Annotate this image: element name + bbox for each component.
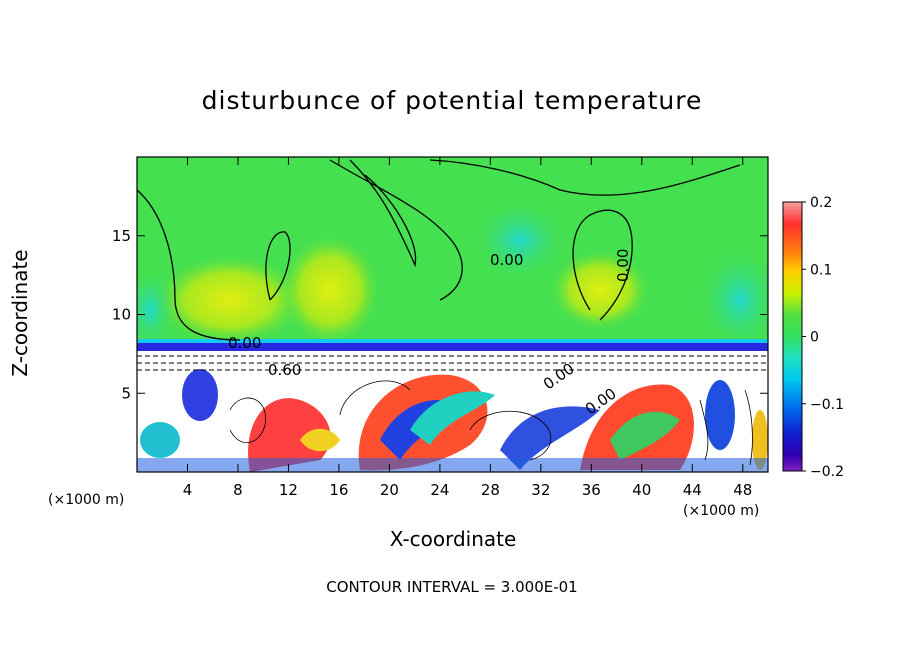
contour-interval-note: CONTOUR INTERVAL = 3.000E-01 xyxy=(326,578,578,596)
colorbar-label: −0.1 xyxy=(810,397,844,413)
colorbar-label: 0.2 xyxy=(810,195,832,211)
colorbar-label: −0.2 xyxy=(810,464,844,480)
y-tick-label: 10 xyxy=(112,306,131,324)
warm-blob xyxy=(550,250,650,330)
x-tick-label: 40 xyxy=(632,481,651,499)
y-tick-label: 5 xyxy=(121,384,131,402)
x-tick-label: 4 xyxy=(183,481,193,499)
x-axis-label: X-coordinate xyxy=(389,527,517,551)
x-tick-label: 48 xyxy=(733,481,752,499)
eddy-green xyxy=(610,411,680,460)
x-units-right: (×1000 m) xyxy=(683,503,760,519)
cool-blob xyxy=(137,270,175,350)
y-tick-label: 15 xyxy=(112,227,131,245)
contour-line xyxy=(429,159,741,196)
warm-blob xyxy=(155,255,305,345)
eddy-blue xyxy=(500,406,600,470)
y-axis-label: Z-coordinate xyxy=(8,249,32,377)
x-units-left: (×1000 m) xyxy=(48,492,125,508)
cool-blob xyxy=(700,250,768,350)
x-tick-label: 16 xyxy=(329,481,348,499)
x-tick-label: 20 xyxy=(380,481,399,499)
eddy-red xyxy=(248,398,331,472)
x-tick-label: 44 xyxy=(683,481,702,499)
eddy-yellow xyxy=(300,428,340,452)
warm-blob xyxy=(280,235,380,345)
x-tick-label: 32 xyxy=(531,481,550,499)
contour-line xyxy=(349,159,417,268)
colorbar xyxy=(782,201,803,472)
inversion-band xyxy=(137,342,768,351)
colorbar-label: 0.1 xyxy=(810,262,832,278)
contour-line xyxy=(137,189,241,341)
contour-line xyxy=(329,159,463,301)
contour-label: 0.00 xyxy=(614,249,632,282)
chart-title: disturbunce of potential temperature xyxy=(201,86,703,115)
contour-label: 0.00 xyxy=(490,251,523,269)
x-tick-label: 36 xyxy=(582,481,601,499)
contour-line xyxy=(265,231,291,301)
cool-blob xyxy=(475,200,565,280)
contour-label: 0.00 xyxy=(228,334,261,352)
colorbar-label: 0 xyxy=(810,330,819,346)
contour-label: 0.60 xyxy=(268,361,301,379)
x-tick-label: 24 xyxy=(430,481,449,499)
x-tick-label: 12 xyxy=(279,481,298,499)
eddy-cyan xyxy=(410,391,495,445)
x-tick-label: 28 xyxy=(481,481,500,499)
x-tick-label: 8 xyxy=(233,481,243,499)
contour-line xyxy=(572,209,633,321)
